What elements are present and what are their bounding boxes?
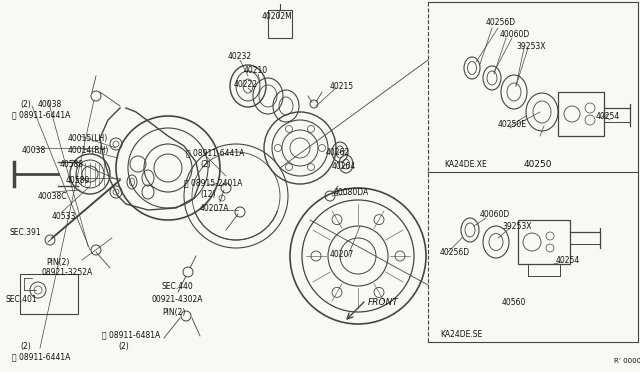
- Text: 40038: 40038: [38, 100, 62, 109]
- Text: 40202M: 40202M: [262, 12, 292, 21]
- Text: 40015(LH): 40015(LH): [68, 134, 108, 143]
- Text: 40060D: 40060D: [500, 30, 531, 39]
- Text: 40262: 40262: [326, 148, 350, 157]
- Text: 40060D: 40060D: [480, 210, 510, 219]
- Text: 40256D: 40256D: [440, 248, 470, 257]
- Text: 39253X: 39253X: [502, 222, 531, 231]
- Text: 40589: 40589: [66, 176, 90, 185]
- Text: 40254: 40254: [596, 112, 620, 121]
- Text: FRONT: FRONT: [368, 298, 399, 307]
- Text: R’ 00000P: R’ 00000P: [614, 358, 640, 364]
- Text: 40250E: 40250E: [498, 120, 527, 129]
- Text: 40038C: 40038C: [38, 192, 67, 201]
- Text: 40080DA: 40080DA: [334, 188, 369, 197]
- Bar: [518, 220, 570, 264]
- Text: SEC.440: SEC.440: [162, 282, 194, 291]
- Text: 40215: 40215: [330, 82, 354, 91]
- Text: 40560: 40560: [502, 298, 526, 307]
- Text: (2): (2): [118, 342, 129, 351]
- Text: (2): (2): [200, 160, 211, 169]
- Text: 40210: 40210: [244, 66, 268, 75]
- Text: 39253X: 39253X: [516, 42, 545, 51]
- Bar: [268, 10, 292, 38]
- Text: 40232: 40232: [228, 52, 252, 61]
- Text: 40038: 40038: [22, 146, 46, 155]
- Text: SEC.401: SEC.401: [6, 295, 38, 304]
- Bar: [20, 274, 78, 314]
- Text: 40264: 40264: [332, 162, 356, 171]
- Text: Ⓝ 08911-6441A: Ⓝ 08911-6441A: [12, 352, 70, 361]
- Text: Ⓝ 08911-6441A: Ⓝ 08911-6441A: [186, 148, 244, 157]
- Bar: [558, 92, 604, 136]
- Text: (2): (2): [20, 342, 31, 351]
- Text: 40222: 40222: [234, 80, 258, 89]
- Text: PIN(2): PIN(2): [162, 308, 186, 317]
- Text: (12): (12): [200, 190, 216, 199]
- Text: 00921-4302A: 00921-4302A: [152, 295, 204, 304]
- Text: 08921-3252A: 08921-3252A: [42, 268, 93, 277]
- Text: 40588: 40588: [60, 160, 84, 169]
- Text: Ⓝ 08911-6481A: Ⓝ 08911-6481A: [102, 330, 160, 339]
- Text: Ⓣ 08915-2401A: Ⓣ 08915-2401A: [184, 178, 243, 187]
- Text: 40014(RH): 40014(RH): [68, 146, 109, 155]
- Text: KA24DE.SE: KA24DE.SE: [440, 330, 483, 339]
- Text: 40250: 40250: [524, 160, 552, 169]
- Text: KA24DE.XE: KA24DE.XE: [444, 160, 487, 169]
- Text: 40207: 40207: [330, 250, 355, 259]
- Text: 40256D: 40256D: [486, 18, 516, 27]
- Text: 40254: 40254: [556, 256, 580, 265]
- Text: SEC.391: SEC.391: [10, 228, 42, 237]
- Text: PIN(2): PIN(2): [46, 258, 69, 267]
- Text: 40533: 40533: [52, 212, 76, 221]
- Text: (2): (2): [20, 100, 31, 109]
- Text: Ⓝ 08911-6441A: Ⓝ 08911-6441A: [12, 110, 70, 119]
- Text: 40207A: 40207A: [200, 204, 230, 213]
